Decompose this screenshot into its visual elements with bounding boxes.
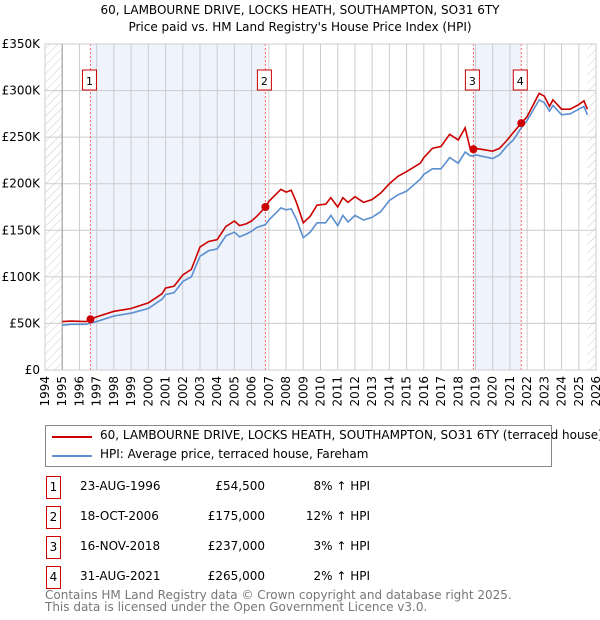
- legend-swatch-property: [52, 436, 92, 438]
- x-tick-label: 2008: [279, 376, 293, 407]
- x-tick-label: 2016: [417, 376, 431, 407]
- x-tick-label: 1999: [124, 376, 138, 407]
- y-tick-label: £200K: [2, 177, 42, 191]
- sale-hpi-diff: 2% ↑ HPI: [313, 569, 370, 583]
- chart-title: 60, LAMBOURNE DRIVE, LOCKS HEATH, SOUTHA…: [101, 3, 501, 17]
- x-tick-label: 2000: [141, 376, 155, 407]
- sale-point: [86, 315, 95, 324]
- x-tick-label: 2024: [555, 376, 569, 407]
- x-tick-label: 2022: [520, 376, 534, 407]
- sale-marker-label: 1: [86, 75, 93, 88]
- sale-point: [517, 119, 526, 128]
- x-tick-label: 2014: [382, 376, 396, 407]
- legend: 60, LAMBOURNE DRIVE, LOCKS HEATH, SOUTHA…: [45, 425, 600, 467]
- x-tick-label: 2018: [451, 376, 465, 407]
- sale-date: 23-AUG-1996: [80, 479, 161, 493]
- x-tick-label: 2011: [331, 376, 345, 407]
- x-tick-label: 1996: [72, 376, 86, 407]
- y-tick-label: £250K: [2, 130, 42, 144]
- x-tick-label: 2017: [434, 376, 448, 407]
- legend-label-property: 60, LAMBOURNE DRIVE, LOCKS HEATH, SOUTHA…: [100, 428, 600, 442]
- sale-hpi-diff: 3% ↑ HPI: [313, 539, 370, 553]
- sale-hpi-diff: 12% ↑ HPI: [305, 509, 370, 523]
- x-tick-label: 2004: [210, 376, 224, 407]
- sale-marker-box: [256, 69, 272, 91]
- x-tick-label: 2015: [400, 376, 414, 407]
- sale-marker-label: 4: [517, 75, 524, 88]
- x-tick-label: 1998: [107, 376, 121, 407]
- sale-point: [469, 145, 478, 154]
- sale-number-badge: 4: [46, 566, 61, 589]
- hatched-region: [45, 44, 63, 370]
- hatched-region: [587, 44, 596, 370]
- y-tick-label: £350K: [2, 37, 42, 51]
- x-tick-label: 2023: [537, 376, 551, 407]
- x-tick-label: 2001: [159, 376, 173, 407]
- x-tick-label: 2003: [193, 376, 207, 407]
- x-tick-label: 2009: [296, 376, 310, 407]
- sale-date: 16-NOV-2018: [80, 539, 161, 553]
- x-tick-label: 2025: [572, 376, 586, 407]
- price-chart: 60, LAMBOURNE DRIVE, LOCKS HEATH, SOUTHA…: [2, 3, 600, 407]
- y-tick-label: £50K: [9, 316, 41, 330]
- y-tick-label: £100K: [2, 270, 42, 284]
- x-tick-label: 2013: [365, 376, 379, 407]
- property-price-line: [62, 92, 589, 323]
- shaded-period: [473, 44, 522, 370]
- x-tick-label: 2026: [589, 376, 600, 407]
- y-tick-label: £0: [25, 363, 40, 377]
- x-tick-label: 2012: [348, 376, 362, 407]
- x-tick-label: 1994: [38, 376, 52, 407]
- legend-swatch-hpi: [52, 455, 92, 457]
- y-tick-label: £300K: [2, 84, 42, 98]
- sale-number-badge: 3: [46, 536, 61, 559]
- sale-marker-label: 2: [261, 75, 268, 88]
- sale-price: £54,500: [215, 479, 265, 493]
- sale-marker-label: 3: [469, 75, 476, 88]
- x-tick-label: 1995: [55, 376, 69, 407]
- footer-copyright: Contains HM Land Registry data © Crown c…: [45, 588, 512, 602]
- x-tick-label: 2010: [314, 376, 328, 407]
- sale-price: £265,000: [207, 569, 265, 583]
- sale-date: 31-AUG-2021: [80, 569, 161, 583]
- sale-number-badge: 1: [46, 476, 61, 499]
- sale-marker-box: [81, 69, 97, 91]
- sale-marker-box: [512, 69, 528, 91]
- x-tick-label: 2007: [262, 376, 276, 407]
- plot-border: [44, 43, 597, 371]
- chart-subtitle: Price paid vs. HM Land Registry's House …: [128, 20, 471, 34]
- x-tick-label: 2006: [245, 376, 259, 407]
- sale-number-badge: 2: [46, 506, 61, 529]
- hpi-line: [62, 98, 589, 327]
- x-tick-label: 2019: [468, 376, 482, 407]
- x-tick-label: 2021: [503, 376, 517, 407]
- x-tick-label: 2020: [486, 376, 500, 407]
- x-tick-label: 1997: [90, 376, 104, 407]
- shaded-period: [90, 44, 266, 370]
- sale-hpi-diff: 8% ↑ HPI: [313, 479, 370, 493]
- sale-date: 18-OCT-2006: [80, 509, 159, 523]
- sale-price: £175,000: [207, 509, 265, 523]
- footer-licence: This data is licensed under the Open Gov…: [45, 600, 428, 614]
- x-tick-label: 2002: [176, 376, 190, 407]
- x-tick-label: 2005: [227, 376, 241, 407]
- sale-marker-box: [464, 69, 480, 91]
- legend-label-hpi: HPI: Average price, terraced house, Fare…: [100, 447, 369, 461]
- y-tick-label: £150K: [2, 223, 42, 237]
- sale-price: £237,000: [207, 539, 265, 553]
- sale-point: [261, 203, 270, 211]
